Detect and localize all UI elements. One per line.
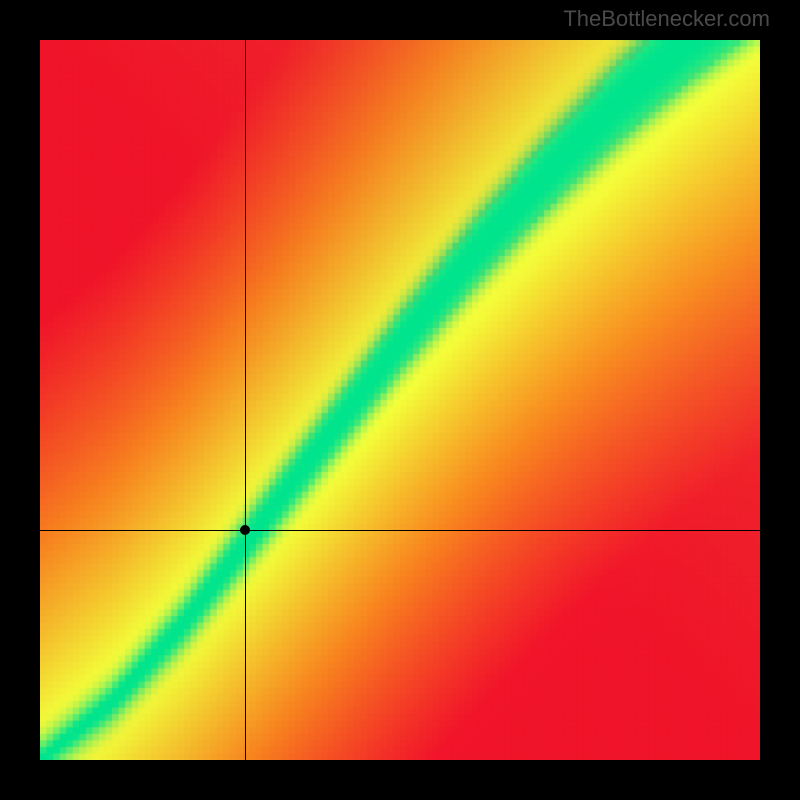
crosshair-vertical	[245, 40, 246, 760]
crosshair-marker	[240, 525, 250, 535]
plot-area	[40, 40, 760, 760]
crosshair-horizontal	[40, 530, 760, 531]
watermark-text: TheBottlenecker.com	[563, 6, 770, 32]
heatmap-canvas	[40, 40, 760, 760]
